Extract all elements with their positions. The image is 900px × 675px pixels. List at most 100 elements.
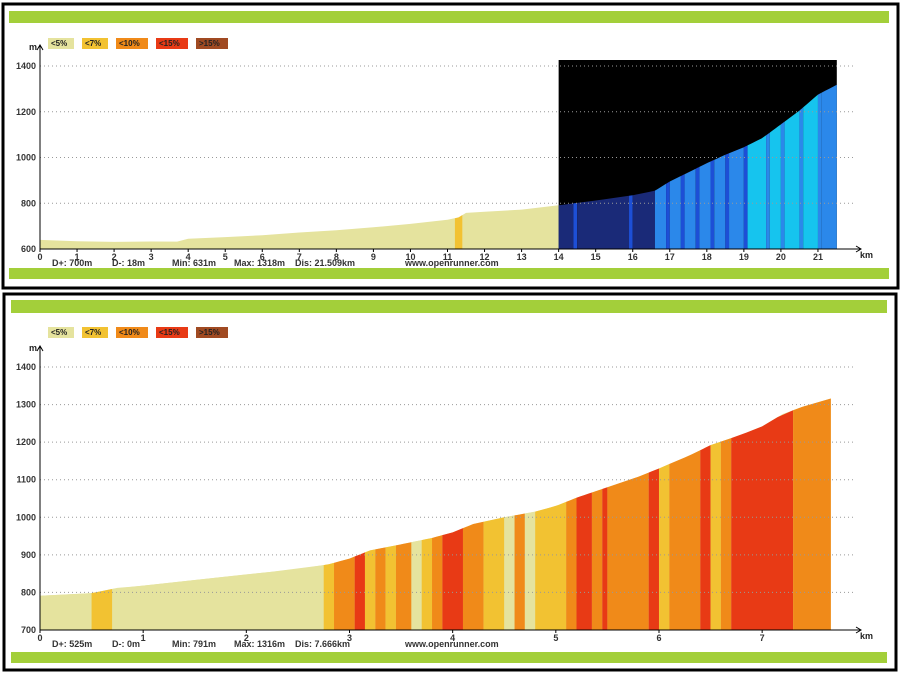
- stat-dis: Dis: 21.509km: [295, 258, 355, 268]
- grade-segment: [731, 410, 794, 630]
- legend-swatch: [156, 38, 188, 49]
- x-tick-label: 19: [739, 252, 749, 262]
- y-tick-label: 800: [21, 587, 36, 597]
- header-band: [11, 300, 887, 313]
- grade-segment: [334, 556, 355, 630]
- x-tick-label: 11: [443, 252, 453, 262]
- grade-segment: [395, 542, 412, 630]
- stat-dis: Dis: 7.666km: [295, 639, 350, 649]
- highlight-segment: [769, 124, 781, 249]
- x-tick-label: 6: [260, 252, 265, 262]
- legend-label: <5%: [51, 328, 67, 337]
- legend-label: <7%: [85, 39, 101, 48]
- footer-band: [11, 652, 887, 663]
- highlight-segment: [669, 176, 681, 249]
- x-tick-label: 5: [223, 252, 228, 262]
- grade-segment: [454, 215, 463, 249]
- grade-segment: [411, 540, 422, 630]
- x-tick-label: 2: [244, 633, 249, 643]
- legend-label: <7%: [85, 328, 101, 337]
- legend-label: <5%: [51, 39, 67, 48]
- highlight-segment: [784, 110, 800, 249]
- x-tick-label: 1: [75, 252, 80, 262]
- highlight-segment: [803, 94, 818, 249]
- legend-swatch: [156, 327, 188, 338]
- x-tick-label: 0: [37, 633, 42, 643]
- grade-segment: [591, 488, 603, 630]
- y-tick-label: 1200: [16, 437, 36, 447]
- highlight-segment: [695, 166, 700, 249]
- grade-segment: [566, 497, 577, 630]
- x-tick-label: 20: [776, 252, 786, 262]
- grade-segment: [432, 535, 443, 630]
- x-axis-unit: km: [860, 631, 873, 641]
- grade-segment: [375, 547, 386, 630]
- legend-label: <10%: [119, 39, 140, 48]
- highlight-segment: [714, 154, 726, 249]
- x-tick-label: 7: [297, 252, 302, 262]
- legend-swatch: [196, 327, 228, 338]
- x-tick-label: 1: [141, 633, 146, 643]
- y-axis-arrow-icon: [36, 44, 44, 51]
- legend-swatch: [116, 327, 148, 338]
- y-tick-label: 900: [21, 550, 36, 560]
- grade-segment: [700, 445, 711, 630]
- legend-swatch: [196, 38, 228, 49]
- legend-label: >15%: [199, 328, 220, 337]
- grade-segment: [710, 441, 721, 630]
- grade-segment: [535, 501, 567, 630]
- grade-segment: [607, 472, 649, 630]
- x-tick-label: 15: [591, 252, 601, 262]
- elevation-chart-2: <5% <7% <10% <15% >15% 700 800 900 1000 1100 1200 1…: [2, 292, 898, 672]
- y-tick-label: 1200: [16, 107, 36, 117]
- stat-min: Min: 631m: [172, 258, 216, 268]
- legend-swatch: [48, 327, 74, 338]
- y-tick-label: 1300: [16, 400, 36, 410]
- highlight-segment: [684, 168, 696, 249]
- x-tick-label: 14: [554, 252, 564, 262]
- x-axis-unit: km: [860, 250, 873, 260]
- x-tick-label: 9: [371, 252, 376, 262]
- x-tick-label: 21: [813, 252, 823, 262]
- highlight-segment: [629, 195, 633, 249]
- y-axis-arrow-icon: [36, 345, 44, 352]
- highlight-segment: [654, 183, 667, 249]
- y-tick-label: 1000: [16, 153, 36, 163]
- legend-label: >15%: [199, 39, 220, 48]
- y-tick-label: 1400: [16, 61, 36, 71]
- y-tick-label: 800: [21, 198, 36, 208]
- x-tick-label: 0: [37, 252, 42, 262]
- highlight-segment: [577, 195, 630, 249]
- y-tick-label: 600: [21, 244, 36, 254]
- x-tick-label: 13: [517, 252, 527, 262]
- grade-segment: [364, 549, 376, 630]
- grade-segment: [793, 398, 831, 630]
- grade-segment: [602, 487, 608, 630]
- grade-segment: [112, 565, 324, 630]
- x-tick-label: 2: [112, 252, 117, 262]
- legend-label: <10%: [119, 328, 140, 337]
- footer-band: [9, 268, 889, 279]
- grade-segment: [658, 464, 670, 630]
- x-tick-label: 3: [149, 252, 154, 262]
- stat-dplus: D+: 700m: [52, 258, 92, 268]
- highlight-segment: [666, 181, 670, 249]
- x-tick-label: 6: [656, 633, 661, 643]
- grade-segment: [524, 511, 536, 630]
- grade-segment: [462, 521, 484, 630]
- grade-segment: [323, 562, 335, 630]
- highlight-segment: [710, 159, 715, 249]
- grade-segment: [483, 517, 505, 630]
- grade-segment: [40, 593, 92, 630]
- stat-dplus: D+: 525m: [52, 639, 92, 649]
- profile-area: [40, 205, 559, 249]
- grade-segment: [669, 450, 701, 630]
- legend-swatch: [48, 38, 74, 49]
- highlight-segment: [743, 145, 748, 249]
- grade-segment: [576, 492, 592, 630]
- header-band: [9, 11, 889, 23]
- stat-dminus: D-: 0m: [112, 639, 140, 649]
- grade-segment: [421, 537, 433, 630]
- stat-site: www.openrunner.com: [404, 258, 499, 268]
- x-tick-label: 16: [628, 252, 638, 262]
